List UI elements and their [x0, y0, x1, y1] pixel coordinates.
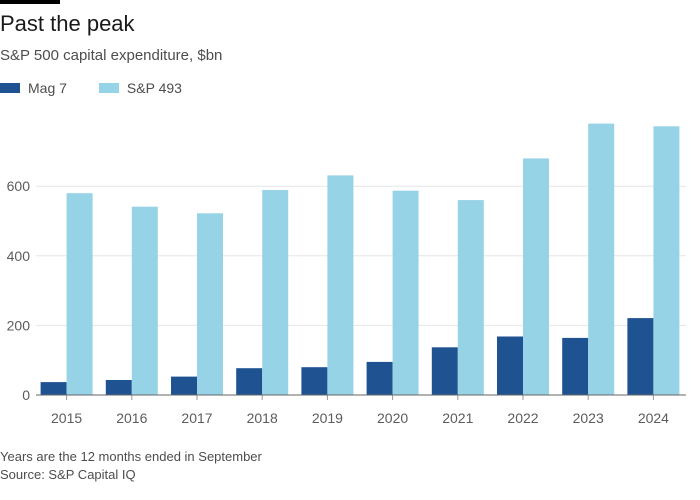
y-tick-label: 400: [7, 248, 31, 264]
x-tick-label: 2020: [377, 410, 408, 426]
bar-mag7-2015: [40, 382, 67, 395]
y-tick-label: 0: [22, 387, 30, 403]
legend-item-sp493: S&P 493: [98, 80, 182, 96]
bar-sp493-2022: [523, 158, 549, 395]
legend-item-mag7: Mag 7: [0, 80, 67, 96]
legend-label-sp493: S&P 493: [126, 80, 182, 96]
x-tick-label: 2018: [247, 410, 278, 426]
x-tick-label: 2015: [51, 410, 82, 426]
source-note: Source: S&P Capital IQ: [0, 467, 136, 482]
chart-title: Past the peak: [0, 11, 135, 36]
legend-swatch-mag7: [0, 83, 20, 93]
bar-mag7-2021: [431, 347, 458, 395]
bar-sp493-2021: [457, 200, 484, 395]
bar-sp493-2015: [66, 193, 93, 395]
top-rule: [0, 0, 60, 4]
bar-mag7-2018: [236, 368, 263, 395]
bar-mag7-2023: [562, 337, 589, 395]
y-tick-label: 200: [7, 317, 31, 333]
x-tick-label: 2022: [507, 410, 538, 426]
legend: Mag 7 S&P 493: [0, 78, 214, 98]
bar-sp493-2023: [588, 123, 615, 395]
legend-label-mag7: Mag 7: [28, 80, 67, 96]
legend-swatch-sp493: [98, 83, 119, 93]
x-tick-label: 2024: [638, 410, 669, 426]
chart-subtitle: S&P 500 capital expenditure, $bn: [0, 47, 223, 64]
bar-sp493-2024: [653, 126, 680, 396]
bar-sp493-2017: [197, 213, 223, 395]
x-tick-label: 2017: [181, 410, 212, 426]
bar-sp493-2019: [327, 175, 354, 395]
y-tick-label: 600: [7, 178, 31, 194]
bar-mag7-2022: [497, 336, 523, 395]
footnote: Years are the 12 months ended in Septemb…: [0, 449, 262, 464]
x-tick-label: 2016: [116, 410, 147, 426]
bar-mag7-2020: [366, 361, 393, 395]
x-tick-label: 2021: [442, 410, 473, 426]
x-tick-label: 2023: [573, 410, 604, 426]
bar-mag7-2024: [627, 318, 654, 395]
bar-sp493-2020: [392, 190, 419, 395]
bar-sp493-2018: [262, 190, 289, 395]
bar-sp493-2016: [131, 206, 158, 395]
bar-mag7-2019: [301, 367, 328, 395]
bar-mag7-2016: [105, 380, 132, 395]
x-tick-label: 2019: [312, 410, 343, 426]
bar-mag7-2017: [171, 376, 197, 395]
